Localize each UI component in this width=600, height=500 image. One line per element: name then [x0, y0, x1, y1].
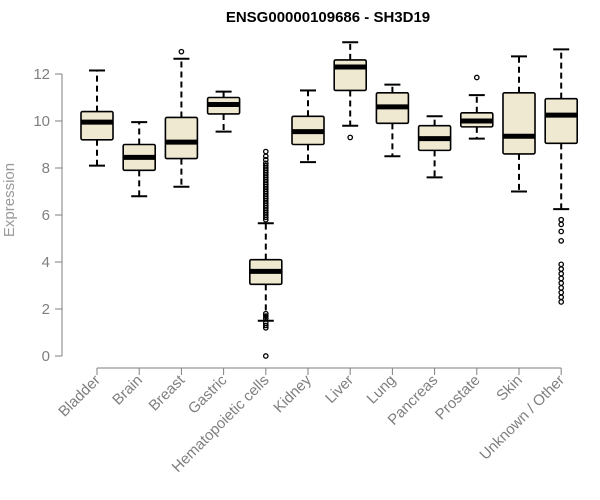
outlier-point [262, 148, 269, 155]
x-tick-label: Liver [322, 372, 357, 407]
y-tick-label: 10 [33, 113, 50, 130]
y-tick-label: 6 [42, 207, 50, 224]
y-tick-label: 8 [42, 160, 50, 177]
y-tick-label: 2 [42, 301, 50, 318]
y-axis-label: Expression [1, 163, 18, 237]
plot-area [80, 41, 579, 359]
outlier-point [558, 299, 565, 305]
y-tick-label: 12 [33, 66, 50, 83]
box-group [333, 41, 368, 141]
x-tick-label: Skin [493, 372, 526, 405]
box-group [291, 89, 325, 164]
box [80, 110, 114, 141]
outlier-point [558, 238, 565, 244]
outlier-point [262, 313, 269, 319]
box-group [544, 48, 579, 305]
box [502, 92, 536, 155]
y-tick-label: 0 [42, 348, 50, 365]
box-group [502, 55, 536, 193]
box-group [417, 115, 452, 179]
x-tick-label: Brain [109, 372, 146, 409]
outlier-point [262, 156, 269, 163]
outlier-point [473, 74, 480, 81]
outlier-point [262, 353, 269, 359]
x-tick-label: Lung [364, 372, 400, 408]
outlier-point [558, 294, 565, 301]
box-group [206, 90, 241, 133]
outlier-point [558, 270, 565, 277]
chart-title: ENSG00000109686 - SH3D19 [226, 9, 430, 26]
outlier-point [262, 310, 269, 317]
outlier-point [558, 289, 565, 296]
outlier-point [558, 216, 565, 223]
x-tick-label: Bladder [55, 372, 104, 421]
outlier-point [558, 284, 565, 291]
y-axis: 0 2 4 6 8 10 12 [33, 66, 63, 365]
box-group [122, 121, 156, 198]
box [164, 116, 199, 160]
outlier-point [558, 280, 565, 286]
x-tick-label: Prostate [432, 372, 484, 424]
box-group [80, 69, 114, 167]
outlier-point [347, 134, 354, 141]
outlier-point [178, 48, 185, 55]
outlier-point [558, 261, 565, 268]
box-group [164, 48, 199, 188]
outlier-point [558, 221, 565, 228]
outlier-point [558, 266, 565, 272]
outlier-point [262, 322, 269, 329]
x-tick-label: Breast [146, 371, 189, 414]
box-group [249, 148, 283, 359]
box-group [459, 74, 494, 140]
y-tick-label: 4 [42, 254, 50, 271]
outlier-point [262, 162, 269, 169]
outlier-point [558, 228, 565, 235]
box [544, 97, 579, 145]
outlier-point [262, 160, 269, 167]
outlier-point [558, 275, 565, 282]
box-group [375, 83, 410, 158]
x-tick-label: Kidney [270, 371, 315, 416]
